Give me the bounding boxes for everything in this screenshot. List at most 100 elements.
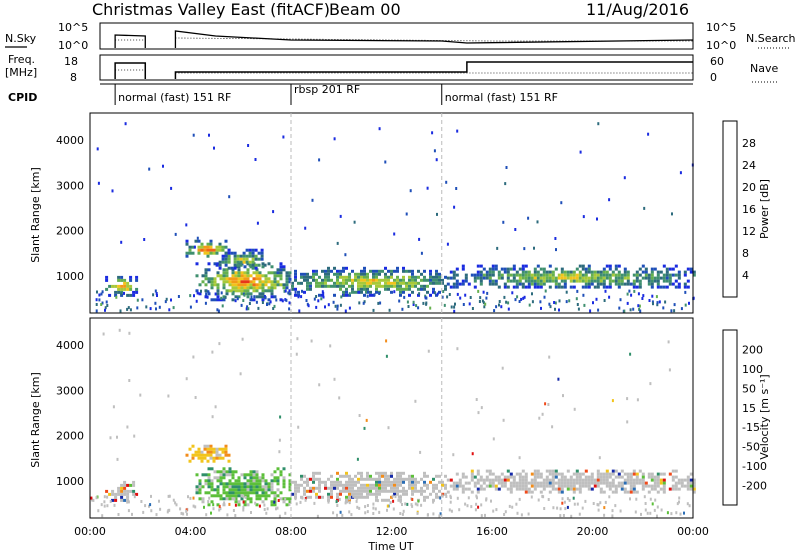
heatmap-cell [485, 276, 489, 280]
heatmap-cell [426, 483, 429, 487]
heatmap-cell [560, 484, 564, 488]
heatmap-cell [339, 275, 342, 279]
heatmap-cell [120, 498, 124, 502]
heatmap-cell [384, 483, 387, 487]
heatmap-cell [626, 478, 630, 482]
heatmap-cell [632, 307, 635, 311]
heatmap-cell [207, 491, 211, 495]
heatmap-cell [231, 271, 235, 275]
heatmap-cell [390, 489, 393, 493]
heatmap-cell [435, 158, 438, 162]
heatmap-cell [363, 486, 366, 490]
heatmap-cell [560, 270, 564, 274]
heatmap-cell [252, 485, 256, 489]
heatmap-cell [243, 271, 247, 275]
heatmap-cell [689, 487, 693, 491]
heatmap-cell [402, 290, 405, 294]
heatmap-cell [260, 257, 264, 261]
heatmap-cell [301, 289, 303, 293]
heatmap-cell [204, 274, 208, 278]
heatmap-cell [216, 494, 220, 498]
heatmap-cell [656, 478, 660, 482]
heatmap-cell [560, 273, 564, 277]
heatmap-cell [168, 494, 171, 498]
heatmap-cell [194, 453, 198, 457]
heatmap-cell [545, 481, 549, 485]
heatmap-cell [686, 484, 690, 488]
heatmap-cell [200, 450, 204, 454]
heatmap-cell [617, 273, 621, 277]
heatmap-cell [303, 275, 306, 279]
heatmap-cell [106, 304, 109, 307]
heatmap-cell [247, 144, 250, 147]
heatmap-cell [279, 268, 283, 272]
heatmap-cell [461, 487, 465, 491]
heatmap-cell [581, 264, 585, 268]
heatmap-cell [494, 282, 498, 286]
heatmap-cell [605, 478, 609, 482]
heatmap-cell [679, 512, 682, 516]
heatmap-cell [348, 497, 351, 501]
heatmap-cell [576, 289, 579, 293]
heatmap-cell [660, 508, 663, 512]
heatmap-cell [115, 295, 118, 299]
heatmap-cell [524, 490, 528, 494]
heatmap-cell [336, 284, 339, 288]
heatmap-cell [375, 498, 378, 502]
heatmap-cell [435, 492, 438, 496]
heatmap-cell [527, 481, 531, 485]
heatmap-cell [485, 469, 489, 473]
heatmap-cell [464, 487, 468, 491]
heatmap-cell [439, 496, 442, 500]
heatmap-cell [345, 266, 348, 270]
heatmap-cell [405, 269, 408, 273]
heatmap-cell [348, 510, 351, 514]
heatmap-cell [423, 275, 426, 279]
heatmap-cell [449, 270, 453, 274]
heatmap-cell [105, 300, 108, 304]
heatmap-cell [246, 286, 250, 290]
heatmap-cell [671, 469, 675, 473]
heatmap-cell [306, 281, 309, 285]
heatmap-cell [227, 248, 231, 252]
heatmap-cell [521, 264, 525, 268]
heatmap-cell [225, 482, 229, 486]
heatmap-cell [196, 236, 199, 240]
heatmap-cell [509, 481, 513, 485]
heatmap-cell [339, 480, 342, 484]
heatmap-cell [264, 289, 268, 293]
heatmap-cell [650, 285, 654, 289]
heatmap-cell [109, 500, 112, 503]
heatmap-cell [324, 269, 327, 273]
heatmap-cell [602, 490, 606, 494]
heatmap-cell [515, 481, 519, 485]
heatmap-cell [412, 303, 415, 306]
heatmap-cell [254, 266, 258, 270]
heatmap-cell [165, 297, 168, 301]
heatmap-cell [675, 511, 678, 515]
heatmap-cell [545, 273, 549, 277]
heatmap-cell [214, 405, 217, 409]
heatmap-cell [674, 487, 678, 491]
heatmap-cell [360, 281, 363, 285]
heatmap-cell [273, 476, 277, 480]
heatmap-cell [315, 278, 318, 282]
heatmap-cell [605, 270, 609, 274]
heatmap-cell [225, 289, 229, 293]
heatmap-cell [554, 307, 556, 311]
heatmap-cell [670, 512, 673, 516]
heatmap-cell [276, 271, 280, 275]
heatmap-cell [524, 264, 528, 268]
heatmap-cell [456, 496, 459, 500]
heatmap-cell [273, 491, 277, 495]
heatmap-cell [222, 277, 226, 281]
heatmap-cell [273, 479, 277, 483]
heatmap-cell [464, 293, 467, 297]
heatmap-cell [264, 479, 268, 483]
heatmap-cell [249, 479, 253, 483]
heatmap-cell [288, 274, 292, 278]
heatmap-cell [369, 290, 372, 294]
heatmap-cell [245, 254, 249, 258]
heatmap-cell [638, 282, 642, 286]
